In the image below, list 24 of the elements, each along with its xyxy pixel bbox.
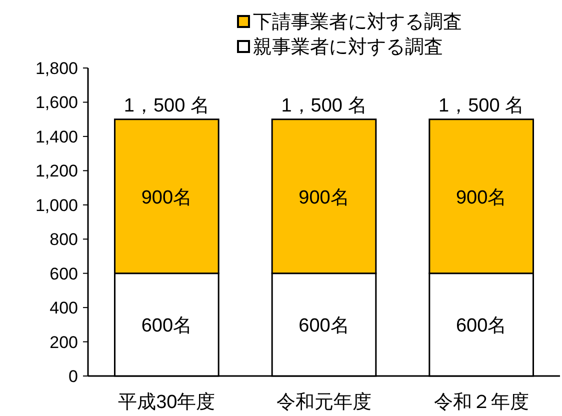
- data-label: 600名: [456, 316, 507, 337]
- x-tick-label: 令和元年度: [276, 391, 372, 413]
- total-label: 1，500 名: [281, 95, 367, 116]
- data-label: 900名: [456, 187, 507, 208]
- y-tick-label: 1,600: [35, 93, 78, 112]
- y-tick-label: 1,400: [35, 127, 78, 146]
- y-tick-label: 1,200: [35, 162, 78, 181]
- y-tick-label: 400: [50, 298, 78, 318]
- total-label: 1，500 名: [438, 95, 524, 116]
- y-tick-label: 200: [50, 332, 78, 352]
- legend-label: 親事業者に対する調査: [253, 36, 443, 58]
- data-label: 600名: [141, 316, 192, 337]
- legend-label: 下請事業者に対する調査: [253, 11, 462, 33]
- y-tick-label: 1,000: [35, 196, 78, 215]
- data-label: 900名: [298, 187, 350, 208]
- y-tick-label: 600: [50, 264, 78, 284]
- y-tick-label: 0: [68, 367, 78, 386]
- y-tick-label: 800: [50, 230, 78, 250]
- y-tick-label: 1,800: [35, 59, 78, 78]
- data-label: 900名: [141, 187, 192, 208]
- x-tick-label: 令和２年度: [434, 391, 529, 413]
- data-label: 600名: [298, 316, 350, 337]
- total-label: 1，500 名: [124, 95, 210, 116]
- x-tick-label: 平成30年度: [118, 391, 216, 413]
